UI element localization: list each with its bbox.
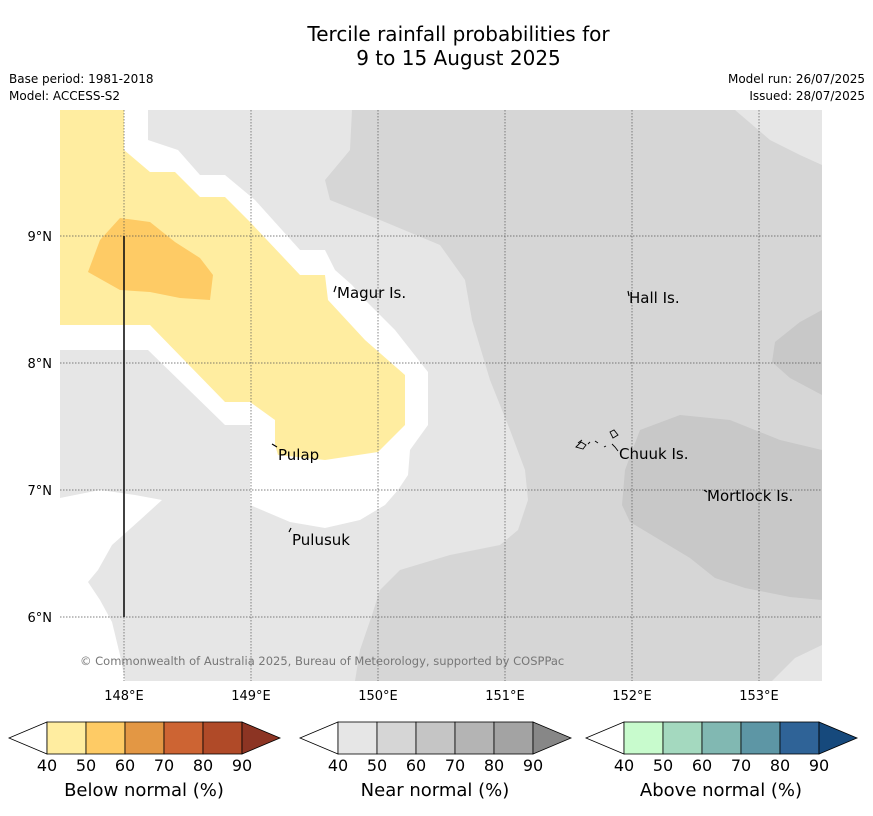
colorbar-near: 40 50 60 70 80 90: [298, 721, 573, 775]
blank-region-southwest: [60, 490, 162, 681]
colorbar-segment: [376, 721, 417, 755]
colorbar-above: 40 50 60 70 80 90: [584, 721, 859, 775]
colorbar-segment: [662, 721, 703, 755]
colorbar-tick-label: 40: [37, 756, 57, 775]
colorbar-over-triangle: [532, 721, 573, 755]
colorbar-over-triangle: [818, 721, 859, 755]
lon-label-148e: 148°E: [104, 689, 144, 704]
info-right: Model run: 26/07/2025 Issued: 28/07/2025: [728, 71, 865, 105]
lat-label-7n: 7°N: [28, 484, 53, 499]
colorbar-tick-label: 70: [154, 756, 174, 775]
issued-text: Issued: 28/07/2025: [749, 89, 865, 103]
mortlock-island-shape: [703, 489, 708, 493]
near-40-50-region-top-right: [735, 110, 822, 165]
near-40-50-region-bottom-right: [772, 645, 822, 681]
near-60-70-region-southeast: [622, 415, 822, 600]
magur-island-shape: [333, 285, 337, 293]
colorbar-tick-label: 90: [232, 756, 252, 775]
colorbar-tick-label: 60: [115, 756, 135, 775]
colorbar-tick-label: 80: [770, 756, 790, 775]
island-markers: [271, 285, 708, 533]
colorbar-segment: [454, 721, 495, 755]
island-label-pulap: Pulap: [278, 446, 319, 464]
lon-label-149e: 149°E: [231, 689, 271, 704]
island-label-chuuk: Chuuk Is.: [619, 445, 688, 463]
colorbar-above-label: Above normal (%): [639, 780, 803, 801]
colorbar-segment: [46, 721, 87, 755]
colorbar-tick-label: 80: [193, 756, 213, 775]
colorbar-segment: [337, 721, 378, 755]
island-label-hall: Hall Is.: [629, 289, 680, 307]
colorbar-tick-label: 50: [76, 756, 96, 775]
lat-label-8n: 8°N: [28, 357, 53, 372]
colorbar-segment: [415, 721, 456, 755]
base-period-text: Base period: 1981-2018: [9, 72, 154, 86]
colorbar-segment: [701, 721, 742, 755]
island-label-mortlock: Mortlock Is.: [707, 487, 793, 505]
colorbar-segment: [163, 721, 204, 755]
colorbar-tick-label: 60: [406, 756, 426, 775]
island-label-magur: Magur Is.: [337, 284, 406, 302]
colorbar-near-label: Near normal (%): [360, 780, 510, 801]
colorbar-segment: [623, 721, 664, 755]
below-40-50-region: [60, 110, 405, 460]
lon-label-152e: 152°E: [612, 689, 652, 704]
colorbar-segment: [202, 721, 243, 755]
colorbar-below-label: Below normal (%): [64, 780, 224, 801]
title-line-1: Tercile rainfall probabilities for: [307, 22, 610, 46]
model-run-text: Model run: 26/07/2025: [727, 72, 865, 86]
colorbar-tick-label: 40: [614, 756, 634, 775]
colorbar-tick-label: 90: [809, 756, 829, 775]
copyright-text: © Commonwealth of Australia 2025, Bureau…: [80, 654, 564, 668]
colorbar-segment: [124, 721, 165, 755]
colorbar-tick-label: 50: [653, 756, 673, 775]
lat-label-9n: 9°N: [28, 230, 53, 245]
colorbar-over-triangle: [241, 721, 282, 755]
colorbar-under-triangle: [298, 721, 339, 755]
colorbar-segment: [740, 721, 781, 755]
pulap-island-shape: [271, 443, 278, 448]
below-50-60-region: [88, 218, 213, 300]
colorbar-tick-label: 70: [731, 756, 751, 775]
colorbar-below: 40 50 60 70 80 90: [7, 721, 282, 775]
info-left: Base period: 1981-2018 Model: ACCESS-S2: [9, 71, 154, 105]
axis-labels: 148°E 149°E 150°E 151°E 152°E 153°E 9°N …: [28, 230, 779, 704]
colorbar-tick-label: 40: [328, 756, 348, 775]
colorbar-tick-label: 80: [484, 756, 504, 775]
colorbar-under-triangle: [584, 721, 625, 755]
island-label-pulusuk: Pulusuk: [292, 531, 350, 549]
lat-label-6n: 6°N: [28, 611, 53, 626]
map-area: Magur Is. Hall Is. Pulap Chuuk Is. Mortl…: [60, 110, 822, 681]
colorbar-segment: [85, 721, 126, 755]
colorbar-segment: [493, 721, 534, 755]
colorbar-tick-label: 60: [692, 756, 712, 775]
colorbar-segment: [779, 721, 820, 755]
pulusuk-island-shape: [288, 527, 292, 533]
colorbar-tick-label: 50: [367, 756, 387, 775]
island-labels: Magur Is. Hall Is. Pulap Chuuk Is. Mortl…: [278, 284, 793, 549]
colorbar-tick-label: 70: [445, 756, 465, 775]
near-60-70-region-east: [772, 310, 822, 395]
chuuk-lagoon-shape: [575, 429, 619, 452]
lon-label-153e: 153°E: [739, 689, 779, 704]
lon-label-151e: 151°E: [485, 689, 525, 704]
hall-island-shape: [627, 290, 630, 297]
model-text: Model: ACCESS-S2: [9, 89, 121, 103]
title-line-2: 9 to 15 August 2025: [356, 46, 561, 70]
map-title: Tercile rainfall probabilities for 9 to …: [0, 22, 873, 70]
colorbar-tick-label: 90: [523, 756, 543, 775]
colorbar-under-triangle: [7, 721, 48, 755]
lon-label-150e: 150°E: [358, 689, 398, 704]
